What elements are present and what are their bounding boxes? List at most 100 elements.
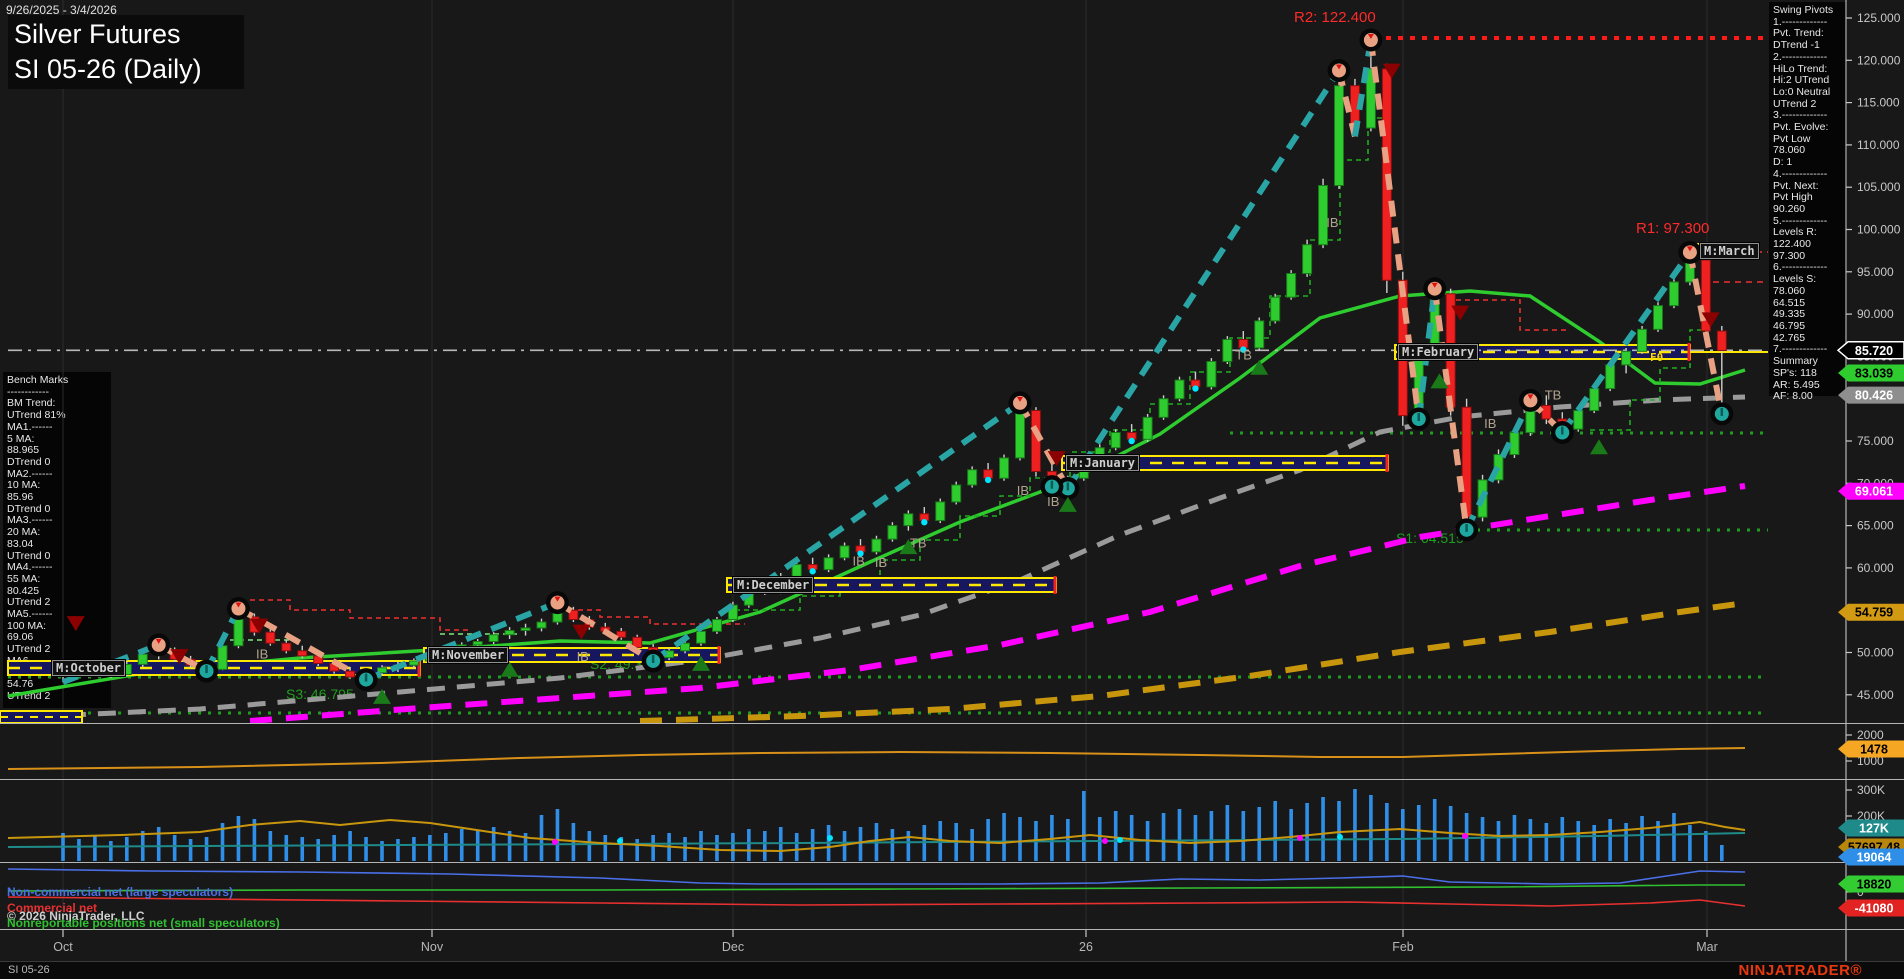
buy-arrow-icon: [1589, 439, 1608, 455]
swing-pivots-line: 90.260: [1773, 202, 1806, 215]
price-badge: 83.039: [1838, 364, 1904, 382]
zigzag-down-leg: [236, 605, 368, 683]
volume-bar: [428, 835, 432, 861]
volume-bar: [731, 833, 735, 861]
month-open-label[interactable]: M:October: [50, 659, 127, 677]
pivot-high-mark: [1527, 394, 1534, 400]
bench-marks-line: 80.425: [7, 584, 40, 597]
price-tick-label: 75.000: [1857, 434, 1894, 448]
candle-body: [839, 545, 850, 559]
volume-bar: [1353, 789, 1357, 861]
status-bar: SI 05-26 NINJATRADER®: [0, 962, 1904, 979]
candle-body: [1509, 432, 1520, 456]
candle-body: [1222, 338, 1233, 362]
price-tick-label: 110.000: [1857, 138, 1900, 152]
candle-body: [1716, 330, 1727, 351]
swing-pivots-line: AF: 8.00: [1773, 390, 1813, 403]
sell-arrow-icon: [250, 618, 269, 634]
volume-bar: [1432, 799, 1437, 861]
swing-pivots-line: 122.400: [1773, 238, 1811, 251]
volume-bar: [1018, 817, 1022, 861]
zigzag-down-leg: [1017, 401, 1071, 490]
swing-pivots-line: Hi:2 UTrend: [1773, 74, 1830, 87]
subpanel-tick-label: 2000: [1857, 728, 1884, 742]
volume-bar: [1528, 819, 1533, 861]
pivot-circle-fill: [231, 601, 246, 616]
candle-body: [935, 501, 946, 522]
price-badge-value: 85.720: [1855, 344, 1893, 358]
volume-bar: [475, 831, 480, 861]
volume-bar: [619, 837, 624, 861]
r2-label: R2: 122.400: [1294, 9, 1376, 26]
price-tick-label: 125.000: [1857, 11, 1901, 25]
status-instrument-label: SI 05-26: [8, 964, 50, 976]
candle-body: [1318, 185, 1329, 246]
price-badge-value: -41080: [1855, 902, 1894, 916]
candle-body: [504, 630, 515, 636]
sell-arrow-icon: [1701, 312, 1720, 328]
candle-body: [1334, 85, 1344, 187]
swing-pivots-line: Pvt. Trend:: [1773, 27, 1824, 40]
cyan-dot-marker: [857, 550, 864, 557]
price-badge-shape: [1838, 740, 1904, 758]
volume-dot-magenta: [552, 839, 558, 845]
bench-marks-line: MA4.------: [7, 561, 53, 574]
swing-pivots-line: 6.-------------: [1773, 261, 1828, 274]
candle-body: [999, 457, 1010, 479]
bench-marks-line: 83.04: [7, 537, 34, 550]
cot-noncommercial-line: [7, 868, 1746, 885]
volume-bar: [156, 827, 161, 861]
swing-pivots-line: 1.-------------: [1773, 15, 1828, 28]
price-badge-value: 69.061: [1855, 485, 1893, 499]
volume-bar: [842, 831, 847, 861]
price-tick-label: 60.000: [1857, 561, 1894, 575]
ma-55-line: [7, 394, 1746, 721]
pivot-circle-fill: [151, 637, 166, 652]
mini-open-band: [0, 710, 83, 724]
volume-bar: [747, 829, 751, 861]
candle-body: [217, 645, 228, 670]
volume-bar: [316, 839, 320, 861]
volume-bar: [1002, 813, 1006, 861]
volume-bar: [1401, 809, 1405, 861]
bench-marks-line: UTrend 0: [7, 549, 51, 562]
price-badge: 19064: [1838, 848, 1904, 866]
time-tick-label: Dec: [722, 940, 744, 954]
price-badge-shape: [1838, 364, 1904, 382]
buy-arrow-icon: [500, 661, 519, 677]
cyan-dot-marker: [921, 519, 928, 526]
month-open-label[interactable]: M:March: [1699, 242, 1760, 260]
month-open-label[interactable]: M:November: [426, 646, 510, 664]
volume-bar: [1225, 805, 1230, 861]
volume-bar: [1082, 791, 1086, 861]
sell-arrow-icon: [170, 649, 189, 665]
price-badge: 85.720: [1836, 341, 1904, 360]
cyan-dot-marker: [1240, 346, 1247, 353]
volume-bar: [1480, 817, 1485, 861]
candle-body: [823, 557, 834, 571]
candle-body: [696, 630, 706, 644]
candle-body: [408, 660, 419, 666]
pivot-high-mark: [235, 602, 242, 608]
month-open-label[interactable]: M:January: [1064, 454, 1141, 472]
volume-bar: [1209, 811, 1214, 861]
date-range-label: 9/26/2025 - 3/4/2026: [6, 3, 117, 17]
bench-marks-line: 88.965: [7, 444, 40, 457]
bench-marks-line: 54.76: [7, 678, 34, 691]
swing-pivots-line: Summary: [1773, 355, 1818, 368]
candle-body: [616, 630, 627, 638]
bar-type-label: IB: [1047, 494, 1059, 509]
swing-pivots-line: AR: 5.495: [1773, 378, 1820, 391]
candle-body: [377, 667, 387, 674]
volume-bar: [635, 839, 639, 861]
volume-bar: [603, 835, 608, 861]
swing-pivots-line: 3.-------------: [1773, 109, 1828, 122]
volume-dot-cyan: [617, 838, 623, 844]
bench-marks-line: 5 MA:: [7, 432, 35, 445]
fib-f0-label: F0: [1650, 351, 1663, 364]
month-open-label[interactable]: M:December: [731, 576, 815, 594]
volume-dot-magenta: [1297, 835, 1303, 841]
month-open-label[interactable]: M:February: [1396, 343, 1480, 361]
